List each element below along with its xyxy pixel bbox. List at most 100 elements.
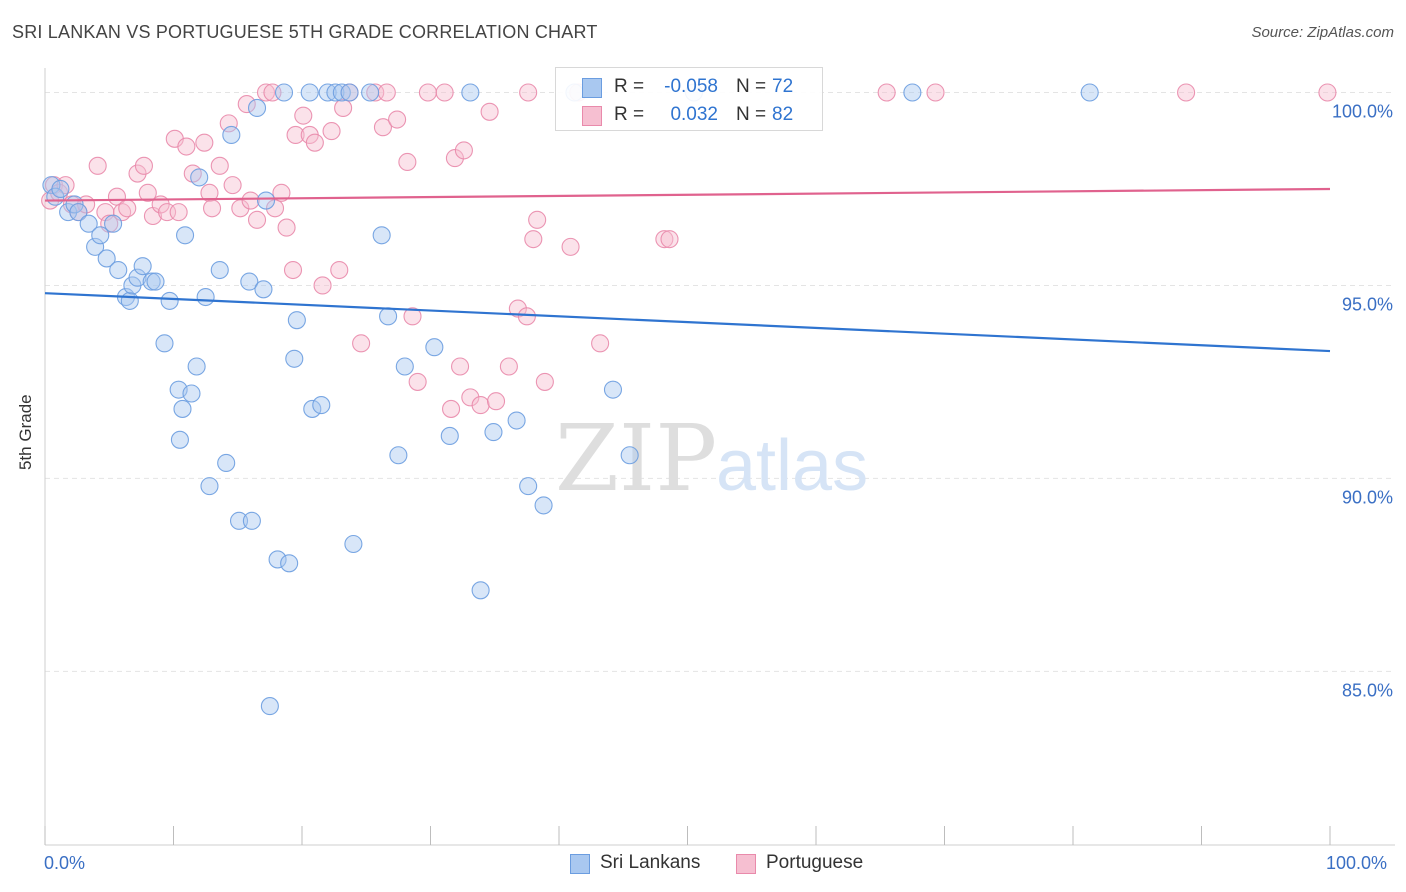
portuguese-point-20 (169, 203, 188, 222)
portuguese-point-55 (408, 372, 427, 391)
portuguese-point-69 (519, 83, 538, 102)
sri-lankan-point-0 (42, 176, 61, 195)
portuguese-point-51 (377, 83, 396, 102)
portuguese-point-62 (461, 388, 480, 407)
trend-lines (44, 187, 1331, 353)
sri-legend-swatch (570, 854, 590, 874)
portuguese-point-78 (877, 83, 896, 102)
sri-lankan-point-64 (519, 477, 538, 496)
sri-lankan-point-56 (389, 446, 408, 465)
portuguese-point-53 (398, 152, 417, 172)
sri-lankan-point-70 (903, 83, 922, 102)
portuguese-point-26 (210, 156, 229, 175)
portuguese-point-68 (517, 307, 536, 326)
portuguese-point-30 (237, 95, 256, 114)
legend-r-label: R = (614, 76, 645, 97)
sri-lankan-point-8 (91, 226, 110, 245)
sri-lankan-point-71 (1080, 83, 1099, 102)
sri-lankan-point-31 (217, 453, 236, 473)
portuguese-point-21 (177, 137, 196, 156)
portuguese-point-24 (200, 183, 219, 202)
sri-lankan-point-36 (247, 98, 267, 117)
sri-lankan-point-68 (620, 446, 639, 465)
y-tick-label-95: 95.0% (1342, 294, 1393, 314)
portuguese-point-33 (256, 83, 276, 102)
x-min-label: 0.0% (44, 853, 86, 873)
por-swatch (582, 106, 602, 126)
portuguese-point-31 (241, 191, 260, 210)
portuguese-point-39 (286, 125, 305, 145)
y-tick-label-85: 85.0% (1342, 680, 1393, 700)
sri-lankan-point-26 (187, 357, 206, 376)
sri-lankan-point-65 (534, 496, 553, 515)
sri-lankan-point-47 (312, 396, 331, 415)
sri-lankan-point-6 (79, 214, 98, 233)
sri-lankan-points (42, 83, 1099, 716)
sri-lankan-point-23 (173, 399, 192, 418)
portuguese-point-72 (535, 372, 554, 391)
sri-lankan-point-28 (196, 287, 215, 307)
sri-n-value: 72 (772, 76, 794, 97)
portuguese-point-76 (655, 230, 674, 249)
watermark: ZIP atlas (555, 405, 868, 512)
portuguese-point-42 (305, 133, 324, 152)
y-tick-label-90: 90.0% (1342, 487, 1393, 507)
source-label: Source: ZipAtlas.com (1251, 24, 1394, 41)
sri-lankan-point-17 (142, 272, 161, 291)
sri-lankan-point-61 (471, 581, 490, 600)
portuguese-point-45 (330, 260, 349, 280)
por-legend-swatch (736, 854, 756, 874)
sri-lankan-point-50 (332, 83, 351, 102)
sri-lankan-point-37 (254, 280, 273, 299)
portuguese-point-25 (203, 199, 222, 218)
portuguese-point-60 (454, 141, 473, 160)
sri-lankan-point-32 (222, 125, 241, 145)
correlation-legend: R = -0.058 N = 72 R = 0.032 N = 82 (555, 67, 823, 131)
sri-lankan-point-63 (507, 411, 526, 430)
portuguese-point-28 (223, 176, 242, 195)
portuguese-point-46 (334, 98, 353, 117)
sri-lankan-point-9 (97, 249, 116, 268)
portuguese-point-43 (313, 276, 332, 295)
gridlines (45, 92, 1395, 672)
portuguese-point-15 (138, 183, 157, 202)
portuguese-point-44 (322, 122, 341, 141)
sri-lankan-point-53 (361, 83, 380, 102)
portuguese-point-23 (195, 133, 214, 152)
sri-lankan-point-10 (104, 214, 123, 233)
portuguese-point-66 (499, 357, 518, 376)
sri-lankan-point-39 (260, 697, 279, 716)
sri-lankan-point-51 (340, 83, 359, 102)
legend-n-label: N = (736, 104, 767, 125)
portuguese-point-61 (451, 357, 470, 376)
portuguese-point-73 (561, 237, 580, 256)
sri-lankan-point-24 (176, 226, 195, 245)
portuguese-point-38 (283, 260, 303, 280)
portuguese-point-64 (480, 102, 499, 121)
portuguese-point-54 (403, 307, 422, 326)
sri-lankan-point-35 (242, 511, 261, 530)
axes (44, 68, 1395, 846)
portuguese-point-80 (1177, 83, 1196, 102)
sri-lankan-point-57 (395, 357, 414, 376)
portuguese-point-79 (926, 83, 945, 102)
sri-lankan-point-52 (344, 534, 363, 554)
portuguese-point-56 (418, 83, 437, 102)
sri-lankan-point-55 (379, 307, 398, 326)
sri-lankan-point-19 (155, 334, 174, 353)
portuguese-point-75 (591, 334, 610, 353)
por-r-value: 0.032 (670, 104, 718, 125)
portuguese-point-52 (388, 110, 407, 129)
portuguese-point-77 (660, 230, 679, 249)
sri-lankan-point-2 (51, 179, 70, 199)
chart-title: SRI LANKAN VS PORTUGUESE 5TH GRADE CORRE… (12, 22, 598, 42)
sri-lankan-point-41 (274, 83, 294, 102)
sri-lankan-point-7 (86, 237, 105, 256)
y-tick-labels: 100.0% 95.0% 90.0% 85.0% (1332, 102, 1393, 701)
portuguese-point-50 (373, 118, 393, 137)
portuguese-point-32 (247, 210, 267, 229)
sri-lankan-point-30 (210, 260, 229, 280)
sri-lankan-point-54 (372, 226, 391, 245)
sri-lankan-point-25 (182, 384, 201, 403)
